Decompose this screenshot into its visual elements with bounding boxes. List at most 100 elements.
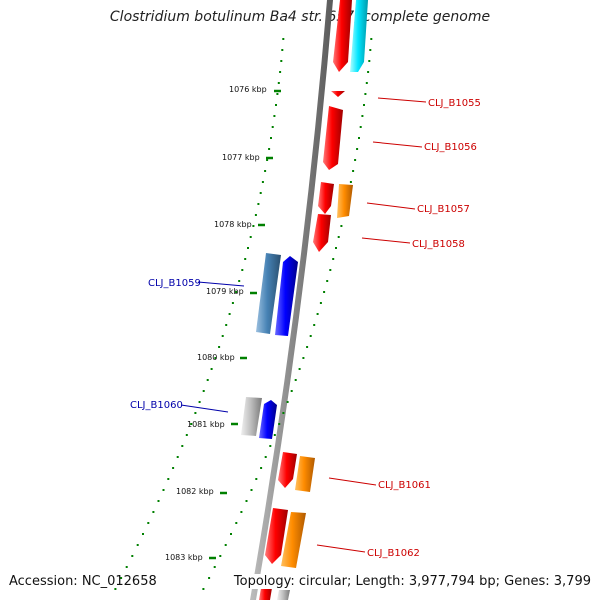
gene-forward[interactable] (313, 214, 331, 252)
tick-dot (279, 71, 282, 73)
tick-dot (198, 401, 201, 403)
tick-dot (162, 489, 165, 491)
gene-forward[interactable] (323, 106, 343, 170)
tick-dot (181, 445, 184, 447)
gene-reverse[interactable] (259, 400, 277, 439)
tick-dot (273, 434, 276, 436)
leader-line (316, 544, 366, 553)
gene-label-clj-b1058[interactable]: CLJ_B1058 (412, 239, 465, 250)
tick-dot (363, 104, 365, 106)
tick-dot (172, 467, 175, 469)
tick-dot (275, 104, 277, 106)
gene-label-clj-b1057[interactable]: CLJ_B1057 (417, 204, 470, 215)
tick-dot (136, 544, 139, 546)
tick-dot (210, 368, 213, 370)
tick-dot (185, 434, 188, 436)
tick-dot (282, 38, 285, 40)
tick-dot (359, 126, 362, 128)
leader-line (377, 97, 427, 103)
tick-dot (252, 225, 255, 227)
tick-dot (369, 49, 372, 51)
leader-line (180, 404, 229, 413)
tick-dot (271, 126, 274, 128)
gene-forward[interactable] (333, 0, 352, 72)
tick-dot (349, 181, 352, 183)
tick-dot (332, 258, 335, 260)
gene-forward[interactable] (350, 0, 368, 72)
gene-label-clj-b1056[interactable]: CLJ_B1056 (424, 142, 477, 153)
leader-line (372, 141, 423, 148)
tick-dot (286, 401, 289, 403)
tick-dot (240, 511, 243, 513)
gene-labels: CLJ_B1055 CLJ_B1056 CLJ_B1057 CLJ_B1058 … (130, 98, 481, 559)
tick-dot (225, 324, 228, 326)
tick-dot (335, 247, 337, 249)
tick-dot (241, 269, 244, 271)
tick-label: 1078 kbp (214, 220, 252, 229)
gene-forward[interactable] (331, 91, 345, 97)
tick-dot (306, 346, 309, 348)
gene-forward[interactable] (278, 452, 297, 488)
tick-dot (370, 38, 373, 40)
tick-dot (269, 445, 272, 447)
tick-dot (114, 588, 117, 590)
gene-label-clj-b1055[interactable]: CLJ_B1055 (428, 98, 481, 109)
gene-reverse[interactable] (275, 256, 298, 336)
axis-ticks: 1076 kbp 1077 kbp 1078 kbp 1079 kbp 1080… (165, 85, 281, 562)
tick-label: 1082 kbp (176, 487, 214, 496)
tick-dot (247, 247, 249, 249)
tick-dot (214, 357, 217, 359)
genome-title: Clostridium botulinum Ba4 str. 657, comp… (109, 9, 491, 25)
tick-dot (213, 566, 216, 568)
gene-label-clj-b1060[interactable]: CLJ_B1060 (130, 400, 183, 411)
tick-dot (319, 302, 322, 304)
tick-dot (152, 511, 155, 513)
gene-label-clj-b1062[interactable]: CLJ_B1062 (367, 548, 420, 559)
tick-dot (294, 379, 297, 381)
tick-label: 1080 kbp (197, 353, 235, 362)
gene-forward[interactable] (265, 508, 288, 564)
gene-forward[interactable] (277, 590, 290, 600)
tick-dot (221, 335, 224, 337)
tick-label: 1077 kbp (222, 153, 260, 162)
gene-reverse[interactable] (256, 253, 281, 334)
leader-line (197, 281, 245, 287)
tick-dot (365, 82, 368, 84)
tick-dot (337, 236, 340, 238)
tick-label: 1081 kbp (187, 420, 225, 429)
gene-label-clj-b1059[interactable]: CLJ_B1059 (148, 278, 201, 289)
gene-forward[interactable] (318, 182, 334, 214)
tick-dot (260, 467, 263, 469)
tick-dot (142, 533, 144, 535)
leader-line (328, 477, 377, 486)
tick-dot (273, 115, 276, 117)
tick-dot (282, 412, 285, 414)
tick-dot (364, 93, 367, 95)
tick-dot (358, 137, 360, 139)
tick-dot (354, 159, 357, 161)
tick-label: 1083 kbp (165, 553, 203, 562)
tick-dot (255, 478, 258, 480)
tick-dot (190, 423, 193, 425)
gene-forward[interactable] (259, 588, 272, 600)
tick-dot (120, 577, 123, 579)
gene-forward[interactable] (281, 512, 306, 568)
accession-label: Accession: NC_012658 (9, 574, 157, 589)
tick-dot (268, 148, 271, 150)
gene-forward[interactable] (337, 184, 353, 218)
tick-dot (264, 170, 267, 172)
tick-dot (352, 170, 355, 172)
tick-dot (245, 500, 248, 502)
tick-dot (257, 203, 260, 205)
gene-forward[interactable] (295, 456, 315, 492)
tick-dot (202, 588, 205, 590)
tick-dot (224, 544, 227, 546)
gene-reverse[interactable] (241, 397, 262, 436)
tick-dot (367, 71, 370, 73)
tick-dot (323, 291, 326, 293)
tick-dot (270, 137, 272, 139)
tick-dot (278, 423, 281, 425)
tick-dot (329, 269, 332, 271)
gene-label-clj-b1061[interactable]: CLJ_B1061 (378, 480, 431, 491)
